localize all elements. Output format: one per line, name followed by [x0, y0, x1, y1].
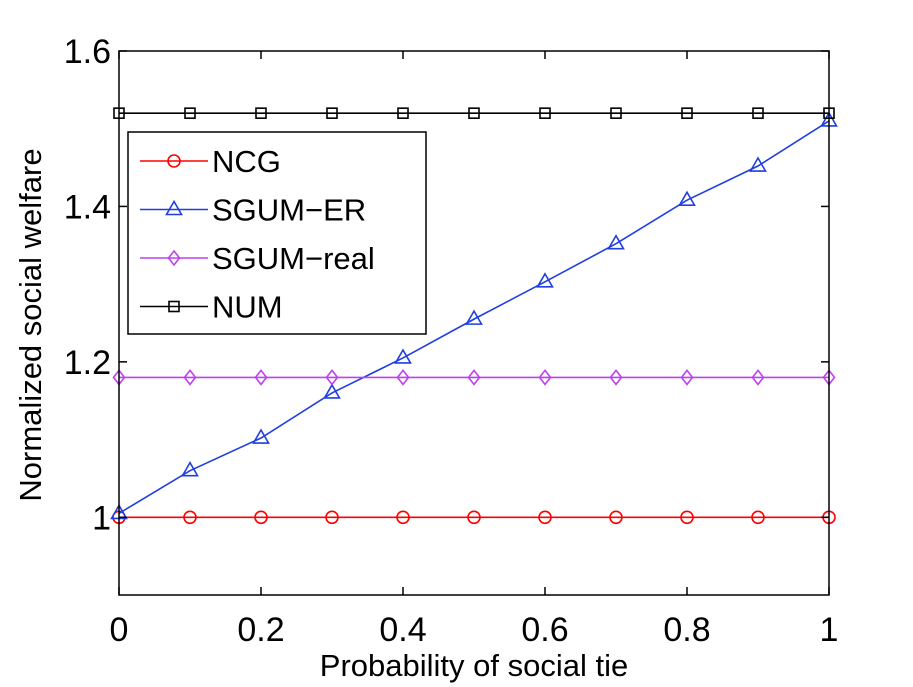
data-point	[254, 369, 268, 386]
legend-item: SGUM−ER	[140, 193, 366, 228]
data-point	[183, 369, 197, 386]
legend-marker	[165, 199, 183, 216]
x-tick-label: 0	[110, 611, 129, 649]
x-tick-label: 0.2	[237, 611, 284, 649]
data-point	[680, 369, 694, 386]
legend-item: SGUM−real	[140, 241, 375, 276]
y-tick-label: 1	[92, 499, 111, 537]
x-tick-label: 0.6	[521, 611, 568, 649]
data-point	[467, 369, 481, 386]
x-tick-label: 1	[820, 611, 839, 649]
x-tick-label: 0.8	[663, 611, 710, 649]
data-point	[538, 510, 552, 525]
data-point	[752, 107, 764, 119]
ticks-layer: 0 0.2 0.4 0.6 0.8 1 1 1.2 1.4 1.6	[64, 33, 839, 649]
data-point	[183, 510, 197, 525]
y-tick-label: 1.4	[64, 188, 111, 226]
data-point	[609, 510, 623, 525]
data-point	[254, 510, 268, 525]
data-point	[538, 369, 552, 386]
data-point	[609, 369, 623, 386]
legend-marker	[167, 154, 181, 168]
plot-frame	[118, 50, 830, 596]
data-point	[184, 107, 196, 119]
data-point	[181, 461, 199, 477]
data-point	[323, 383, 341, 399]
series-sgum-er	[110, 111, 838, 520]
data-point	[396, 510, 410, 525]
x-tick-label: 0.4	[379, 611, 426, 649]
data-point	[465, 309, 483, 325]
data-point	[536, 272, 554, 288]
y-tick-label: 1.2	[64, 344, 111, 382]
data-point	[252, 428, 270, 444]
data-point	[610, 107, 622, 119]
legend-label: SGUM−ER	[212, 193, 366, 228]
series-line	[118, 120, 830, 515]
legend-label: SGUM−real	[212, 241, 375, 276]
data-point	[751, 510, 765, 525]
legend-label: NCG	[212, 144, 281, 179]
data-point	[749, 156, 767, 172]
series-sgum-real	[112, 369, 836, 386]
data-point	[255, 107, 267, 119]
data-point	[539, 107, 551, 119]
data-point	[325, 510, 339, 525]
legend: NCG SGUM−ER SGUM−real NUM	[127, 131, 427, 335]
data-point	[678, 190, 696, 207]
data-point	[394, 348, 412, 364]
data-point	[468, 107, 480, 119]
data-point	[325, 369, 339, 386]
data-point	[681, 107, 693, 119]
y-axis-label: Normalized social welfare	[13, 148, 48, 501]
legend-marker	[168, 300, 180, 313]
legend-item: NUM	[140, 290, 283, 325]
data-point	[607, 234, 625, 250]
legend-marker	[167, 249, 181, 267]
data-point	[326, 107, 338, 119]
data-point	[467, 510, 481, 525]
legend-item: NCG	[140, 144, 281, 179]
legend-label: NUM	[212, 290, 283, 325]
series-layer	[110, 107, 838, 525]
data-point	[396, 369, 410, 386]
data-point	[397, 107, 409, 119]
x-axis-label: Probability of social tie	[320, 648, 628, 683]
series-num	[113, 107, 835, 119]
data-point	[751, 369, 765, 386]
y-tick-label: 1.6	[64, 33, 111, 71]
data-point	[680, 510, 694, 525]
series-ncg	[112, 510, 836, 525]
